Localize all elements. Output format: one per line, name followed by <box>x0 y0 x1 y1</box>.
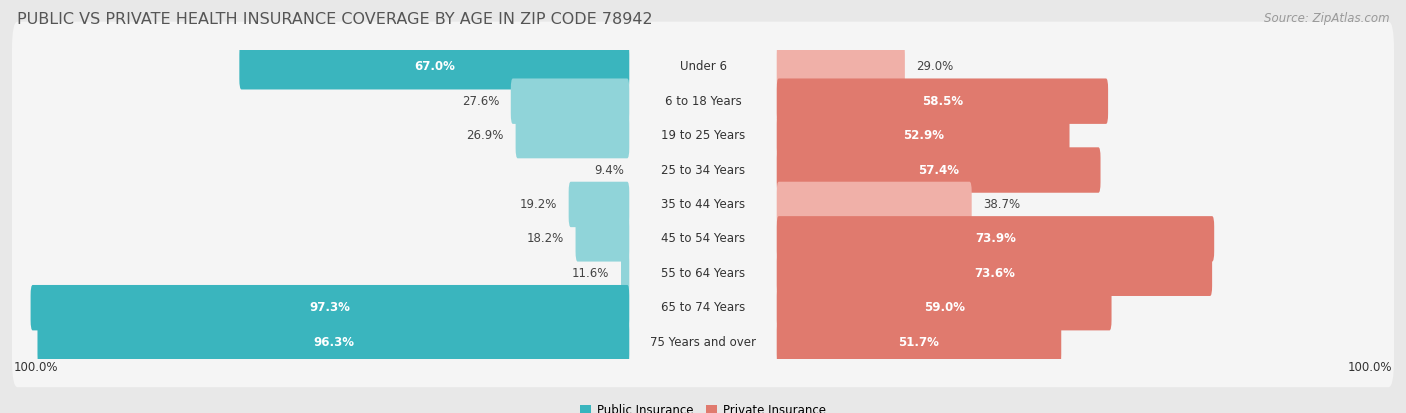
FancyBboxPatch shape <box>13 125 1393 215</box>
FancyBboxPatch shape <box>568 182 630 227</box>
Text: 51.7%: 51.7% <box>898 336 939 349</box>
FancyBboxPatch shape <box>776 44 905 90</box>
Text: 97.3%: 97.3% <box>309 301 350 314</box>
FancyBboxPatch shape <box>13 297 1393 387</box>
FancyBboxPatch shape <box>776 113 1070 158</box>
FancyBboxPatch shape <box>13 90 1393 181</box>
FancyBboxPatch shape <box>516 113 630 158</box>
FancyBboxPatch shape <box>776 147 1101 193</box>
Text: Source: ZipAtlas.com: Source: ZipAtlas.com <box>1264 12 1389 25</box>
Text: 59.0%: 59.0% <box>924 301 965 314</box>
Text: 25 to 34 Years: 25 to 34 Years <box>661 164 745 176</box>
Text: 96.3%: 96.3% <box>314 336 354 349</box>
Text: 38.7%: 38.7% <box>983 198 1021 211</box>
Text: 9.4%: 9.4% <box>595 164 624 176</box>
Text: 58.5%: 58.5% <box>922 95 963 108</box>
Text: 75 Years and over: 75 Years and over <box>650 336 756 349</box>
Text: 11.6%: 11.6% <box>572 267 609 280</box>
FancyBboxPatch shape <box>239 44 630 90</box>
Text: 18.2%: 18.2% <box>527 233 564 245</box>
FancyBboxPatch shape <box>13 159 1393 249</box>
FancyBboxPatch shape <box>776 182 972 227</box>
FancyBboxPatch shape <box>776 319 1062 365</box>
Text: 19 to 25 Years: 19 to 25 Years <box>661 129 745 142</box>
Text: 67.0%: 67.0% <box>413 60 454 73</box>
Text: 100.0%: 100.0% <box>14 361 59 375</box>
FancyBboxPatch shape <box>13 21 1393 112</box>
Legend: Public Insurance, Private Insurance: Public Insurance, Private Insurance <box>575 399 831 413</box>
FancyBboxPatch shape <box>776 251 1212 296</box>
FancyBboxPatch shape <box>31 285 630 330</box>
Text: Under 6: Under 6 <box>679 60 727 73</box>
FancyBboxPatch shape <box>621 251 630 296</box>
Text: 35 to 44 Years: 35 to 44 Years <box>661 198 745 211</box>
Text: 27.6%: 27.6% <box>461 95 499 108</box>
FancyBboxPatch shape <box>13 228 1393 318</box>
Text: 73.9%: 73.9% <box>974 233 1017 245</box>
FancyBboxPatch shape <box>13 56 1393 146</box>
Text: 6 to 18 Years: 6 to 18 Years <box>665 95 741 108</box>
FancyBboxPatch shape <box>776 285 1112 330</box>
FancyBboxPatch shape <box>776 78 1108 124</box>
Text: PUBLIC VS PRIVATE HEALTH INSURANCE COVERAGE BY AGE IN ZIP CODE 78942: PUBLIC VS PRIVATE HEALTH INSURANCE COVER… <box>17 12 652 27</box>
Text: 26.9%: 26.9% <box>467 129 503 142</box>
FancyBboxPatch shape <box>510 78 630 124</box>
FancyBboxPatch shape <box>13 263 1393 353</box>
Text: 29.0%: 29.0% <box>917 60 953 73</box>
FancyBboxPatch shape <box>776 216 1215 261</box>
Text: 100.0%: 100.0% <box>1347 361 1392 375</box>
Text: 52.9%: 52.9% <box>903 129 943 142</box>
FancyBboxPatch shape <box>38 319 630 365</box>
FancyBboxPatch shape <box>13 194 1393 284</box>
Text: 57.4%: 57.4% <box>918 164 959 176</box>
Text: 45 to 54 Years: 45 to 54 Years <box>661 233 745 245</box>
Text: 73.6%: 73.6% <box>974 267 1015 280</box>
Text: 55 to 64 Years: 55 to 64 Years <box>661 267 745 280</box>
FancyBboxPatch shape <box>575 216 630 261</box>
Text: 19.2%: 19.2% <box>520 198 557 211</box>
Text: 65 to 74 Years: 65 to 74 Years <box>661 301 745 314</box>
